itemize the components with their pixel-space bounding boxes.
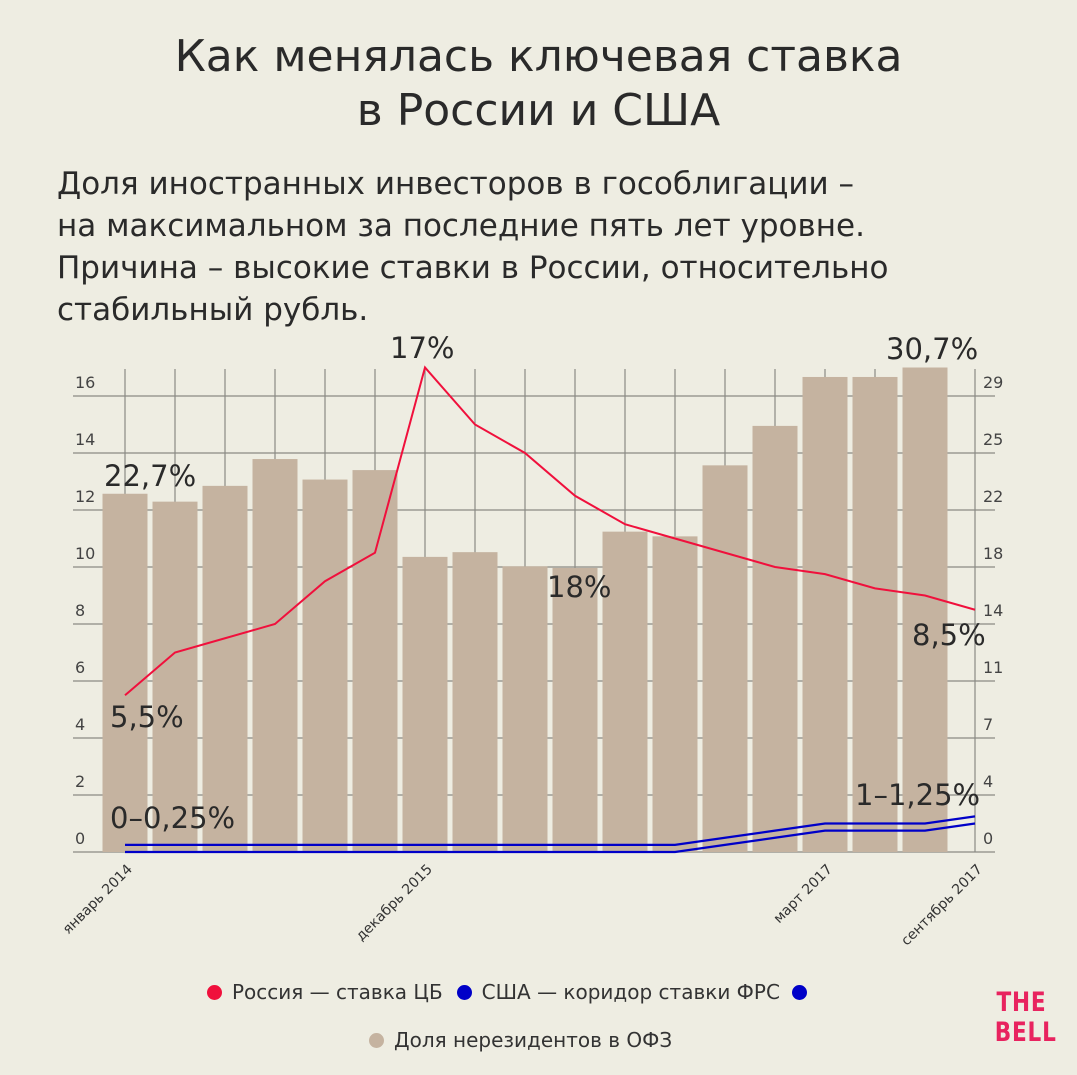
- bar-ofz-share: [152, 501, 198, 852]
- bar-ofz-share: [902, 367, 948, 852]
- data-label: 1–1,25%: [855, 778, 980, 812]
- right-axis-tick: 4: [983, 772, 993, 791]
- left-axis-tick: 16: [75, 373, 95, 392]
- bar-ofz-share: [652, 536, 698, 852]
- legend-blue-dot-icon: [456, 984, 472, 1000]
- right-axis-tick: 7: [983, 715, 993, 734]
- data-label: 17%: [390, 331, 454, 365]
- chart-title: Как менялась ключевая ставка в России и …: [0, 30, 1077, 138]
- left-axis-tick: 0: [75, 829, 85, 848]
- legend-label: США — коридор ставки ФРС: [481, 980, 780, 1004]
- left-axis-tick: 14: [75, 430, 95, 449]
- bar-ofz-share: [752, 425, 798, 852]
- left-axis-tick: 12: [75, 487, 95, 506]
- bar-ofz-share: [352, 470, 398, 852]
- legend-russia: Россия — ставка ЦБ США — коридор ставки …: [207, 980, 817, 1004]
- x-axis-tick: декабрь 2015: [353, 862, 436, 945]
- right-axis-tick: 25: [983, 430, 1003, 449]
- data-label: 30,7%: [886, 332, 978, 366]
- subtitle-line: на максимальном за последние пять лет ур…: [57, 208, 865, 244]
- data-label: 8,5%: [912, 618, 986, 652]
- left-axis-tick: 6: [75, 658, 85, 677]
- left-axis-tick: 10: [75, 544, 95, 563]
- bar-ofz-share: [602, 531, 648, 852]
- left-axis-tick: 2: [75, 772, 85, 791]
- line-russia-key-rate: [124, 365, 976, 697]
- bar-ofz-share: [202, 485, 248, 852]
- line-us-fed-rate: [125, 822, 976, 854]
- x-axis-tick: январь 2014: [60, 861, 136, 937]
- left-axis-tick: 4: [75, 715, 85, 734]
- bar-ofz-share: [552, 567, 598, 852]
- legend-label: Россия — ставка ЦБ: [232, 980, 443, 1004]
- x-axis-tick: март 2017: [771, 862, 836, 927]
- legend-beige-dot-icon: [369, 1032, 384, 1048]
- data-label: 22,7%: [104, 459, 196, 493]
- title-line: Как менялась ключевая ставка: [174, 31, 903, 82]
- subtitle-line: стабильный рубль.: [57, 292, 369, 328]
- bar-ofz-share: [252, 459, 298, 852]
- bar-ofz-share: [302, 479, 348, 852]
- title-line: в России и США: [356, 85, 721, 136]
- chart: 0 0 2 4 4 7 6 11 8 14 10 18 12 22 14 25 16 29 январь 2014 д…: [60, 331, 1004, 950]
- bar-ofz-share: [102, 493, 148, 852]
- line-us-fed-rate: [125, 815, 976, 846]
- chart-subtitle: Доля иностранных инвесторов в гособлигац…: [57, 163, 1057, 331]
- bar-ofz-share: [852, 376, 898, 852]
- right-axis-tick: 29: [983, 373, 1003, 392]
- data-label: 18%: [547, 570, 611, 604]
- left-axis-tick: 8: [75, 601, 85, 620]
- bar-ofz-share: [402, 556, 448, 852]
- bar-ofz-share: [452, 552, 498, 852]
- data-label: 0–0,25%: [110, 801, 235, 835]
- bar-ofz-share: [802, 376, 848, 852]
- right-axis-tick: 18: [983, 544, 1003, 563]
- bar-ofz-share: [702, 465, 748, 852]
- right-axis-tick: 0: [983, 829, 993, 848]
- legend-blue-dot-icon: [791, 984, 807, 1000]
- legend-ofz: Доля нерезидентов в ОФЗ: [369, 1028, 672, 1052]
- right-axis-tick: 22: [983, 487, 1003, 506]
- bar-ofz-share: [502, 566, 548, 852]
- subtitle-line: Причина – высокие ставки в России, относ…: [57, 250, 889, 286]
- the-bell-logo: THE BELL: [994, 987, 1057, 1048]
- legend-label: Доля нерезидентов в ОФЗ: [394, 1028, 673, 1052]
- subtitle-line: Доля иностранных инвесторов в гособлигац…: [57, 166, 854, 202]
- x-axis-tick: сентябрь 2017: [898, 862, 986, 950]
- right-axis-tick: 14: [983, 601, 1003, 620]
- legend-red-dot-icon: [207, 984, 222, 1000]
- data-label: 5,5%: [110, 700, 184, 734]
- right-axis-tick: 11: [983, 658, 1003, 677]
